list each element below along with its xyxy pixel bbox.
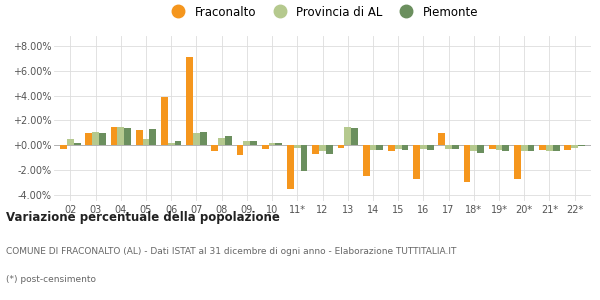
Bar (553, 145, 560, 152)
Bar (363, 145, 370, 176)
Bar (489, 145, 496, 149)
Bar (200, 131, 206, 145)
Bar (60, 145, 67, 149)
Bar (269, 143, 275, 145)
Bar (370, 145, 376, 150)
Bar (578, 145, 585, 146)
Bar (452, 145, 459, 149)
Bar (67, 139, 74, 145)
Bar (211, 145, 218, 152)
Bar (193, 133, 200, 145)
Bar (312, 145, 319, 154)
Bar (546, 145, 553, 152)
Bar (136, 130, 143, 145)
Bar (85, 133, 92, 145)
Bar (477, 145, 484, 153)
Bar (99, 133, 106, 145)
Bar (539, 145, 546, 150)
Bar (565, 145, 571, 150)
Bar (236, 145, 244, 155)
Bar (143, 139, 149, 145)
Bar (301, 145, 307, 171)
Text: (*) post-censimento: (*) post-censimento (6, 274, 96, 284)
Bar (149, 129, 156, 145)
Bar (250, 142, 257, 145)
Bar (338, 145, 344, 148)
Bar (514, 145, 521, 179)
Bar (496, 145, 502, 150)
Bar (275, 143, 282, 145)
Bar (439, 133, 445, 145)
Bar (294, 145, 301, 148)
Bar (464, 145, 470, 182)
Bar (326, 145, 333, 154)
Bar (175, 142, 181, 145)
Bar (395, 145, 401, 149)
Bar (571, 145, 578, 148)
Bar (470, 145, 477, 152)
Bar (161, 97, 168, 145)
Bar (413, 145, 420, 179)
Bar (218, 138, 225, 145)
Bar (74, 143, 80, 145)
Bar (110, 127, 118, 145)
Bar (319, 145, 326, 152)
Bar (244, 142, 250, 145)
Bar (420, 145, 427, 149)
Bar (168, 143, 175, 145)
Bar (118, 127, 124, 145)
Bar (351, 128, 358, 145)
Text: Variazione percentuale della popolazione: Variazione percentuale della popolazione (6, 212, 280, 224)
Text: COMUNE DI FRACONALTO (AL) - Dati ISTAT al 31 dicembre di ogni anno - Elaborazion: COMUNE DI FRACONALTO (AL) - Dati ISTAT a… (6, 248, 457, 256)
Bar (92, 131, 99, 145)
Bar (502, 145, 509, 152)
Bar (262, 145, 269, 149)
Bar (124, 128, 131, 145)
Bar (527, 145, 535, 152)
Legend: Fraconalto, Provincia di AL, Piemonte: Fraconalto, Provincia di AL, Piemonte (167, 6, 478, 19)
Bar (401, 145, 409, 150)
Bar (388, 145, 395, 152)
Bar (344, 127, 351, 145)
Bar (287, 145, 294, 189)
Bar (521, 145, 527, 152)
Bar (225, 136, 232, 145)
Bar (376, 145, 383, 150)
Bar (445, 145, 452, 149)
Bar (427, 145, 434, 150)
Bar (186, 57, 193, 145)
